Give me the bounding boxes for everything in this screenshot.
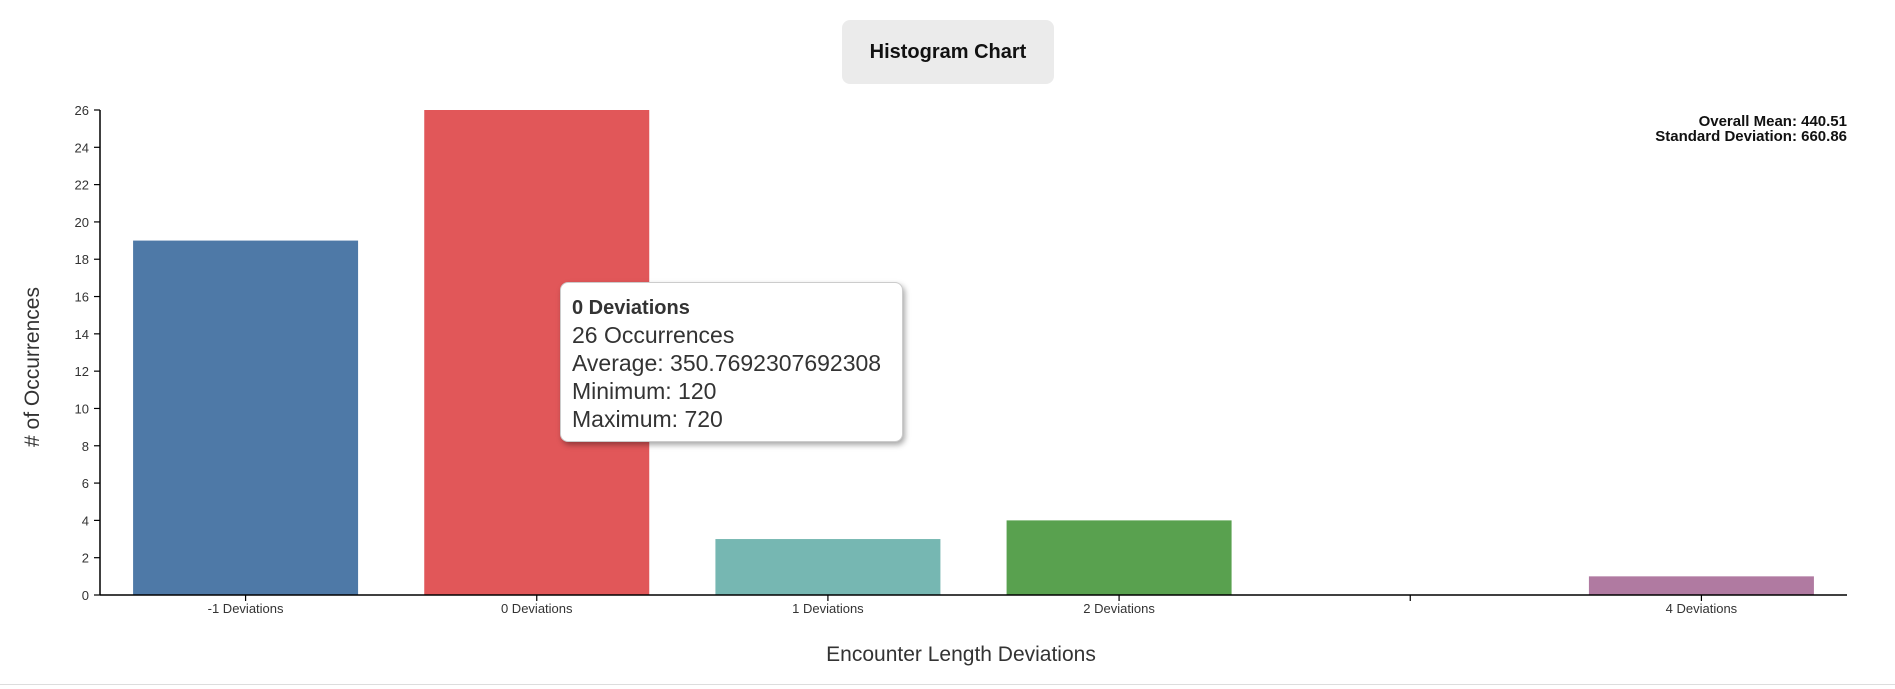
y-tick-label: 6: [82, 476, 89, 491]
y-tick-label: 2: [82, 551, 89, 566]
y-tick-label: 26: [75, 103, 89, 118]
y-tick-label: 14: [75, 327, 89, 342]
y-tick-label: 8: [82, 439, 89, 454]
bar-tooltip: 0 Deviations 26 Occurrences Average: 350…: [560, 282, 903, 442]
tooltip-title: 0 Deviations: [572, 295, 891, 321]
tooltip-minimum: Minimum: 120: [572, 377, 891, 405]
bar[interactable]: [715, 539, 940, 595]
y-tick-label: 4: [82, 513, 89, 528]
y-tick-label: 12: [75, 364, 89, 379]
x-tick-label: -1 Deviations: [208, 601, 284, 616]
y-tick-label: 20: [75, 215, 89, 230]
bars: [133, 110, 1814, 595]
y-tick-label: 10: [75, 401, 89, 416]
x-tick-label: 0 Deviations: [501, 601, 573, 616]
bar[interactable]: [1589, 576, 1814, 595]
tooltip-average: Average: 350.7692307692308: [572, 349, 891, 377]
divider: [0, 684, 1895, 685]
tooltip-occurrences: 26 Occurrences: [572, 321, 891, 349]
x-tick-label: 2 Deviations: [1083, 601, 1155, 616]
x-tick-label: 1 Deviations: [792, 601, 864, 616]
y-tick-label: 16: [75, 290, 89, 305]
tooltip-maximum: Maximum: 720: [572, 405, 891, 433]
y-axis-label: # of Occurrences: [21, 287, 44, 447]
y-tick-label: 0: [82, 588, 89, 603]
x-axis: -1 Deviations 0 Deviations 1 Deviations 2 D…: [100, 595, 1847, 616]
x-axis-label: Encounter Length Deviations: [826, 643, 1096, 666]
standard-deviation: Standard Deviation: 660.86: [1655, 128, 1847, 145]
bar[interactable]: [133, 241, 358, 595]
y-tick-label: 18: [75, 252, 89, 267]
y-tick-label: 22: [75, 178, 89, 193]
y-tick-label: 24: [75, 140, 89, 155]
x-tick-label: 4 Deviations: [1666, 601, 1738, 616]
bar[interactable]: [1007, 520, 1232, 595]
